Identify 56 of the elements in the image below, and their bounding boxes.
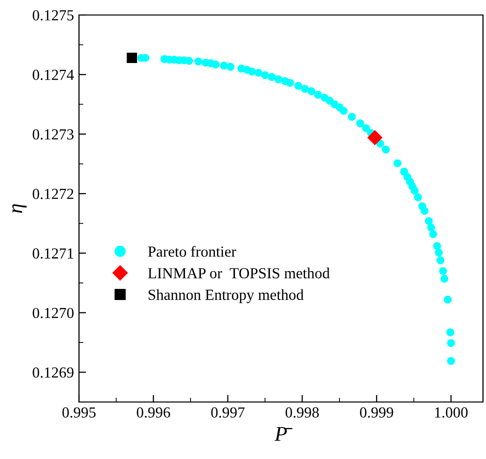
- point: [185, 56, 194, 65]
- point: [348, 112, 356, 121]
- point: [254, 68, 262, 77]
- point: [274, 75, 282, 84]
- point: [308, 87, 316, 96]
- point: [434, 248, 443, 256]
- point: [194, 58, 202, 66]
- point: [300, 84, 309, 93]
- point: [220, 62, 228, 70]
- x-tick-label: 0.995: [62, 407, 96, 418]
- point: [367, 130, 382, 146]
- point: [356, 119, 364, 128]
- point: [410, 186, 419, 195]
- point: [362, 124, 370, 132]
- y-tick-label: 0.1269: [32, 367, 74, 378]
- point: [394, 159, 402, 168]
- x-tick-label: 0.998: [286, 407, 319, 418]
- point: [340, 106, 348, 115]
- point: [439, 267, 447, 275]
- x-tick-label: 0.996: [136, 407, 170, 418]
- point: [126, 52, 138, 64]
- legend-label: LINMAP or TOPSIS method: [148, 268, 330, 278]
- legend-label: Shannon Entropy method: [148, 289, 304, 304]
- x-tick-label: 0.999: [360, 407, 394, 418]
- x-tick-label: 0.997: [211, 407, 245, 418]
- point: [261, 71, 270, 80]
- y-tick-label: 0.1271: [32, 248, 74, 259]
- point: [436, 256, 444, 264]
- point: [248, 68, 256, 76]
- point: [212, 60, 220, 68]
- x-axis-title: P̄: [274, 427, 292, 441]
- point: [446, 328, 454, 336]
- point: [294, 82, 302, 90]
- point: [429, 230, 438, 238]
- point: [447, 339, 455, 347]
- point: [427, 224, 436, 232]
- point: [268, 72, 276, 81]
- y-tick-label: 0.1273: [32, 129, 74, 140]
- point: [314, 90, 322, 99]
- x-tick-label: 1.000: [435, 407, 468, 418]
- point: [447, 356, 455, 365]
- point: [424, 217, 433, 225]
- y-tick-label: 0.1275: [32, 10, 74, 21]
- y-tick-label: 0.1274: [32, 70, 74, 80]
- legend-label: Pareto frontier: [148, 246, 236, 257]
- point: [433, 242, 442, 250]
- point: [414, 193, 422, 202]
- point: [420, 206, 428, 215]
- point: [444, 296, 452, 304]
- point: [440, 274, 448, 283]
- point: [286, 78, 294, 87]
- y-axis-title: η: [12, 204, 27, 213]
- point: [226, 62, 234, 71]
- point: [382, 146, 390, 154]
- y-tick-label: 0.1270: [32, 308, 74, 318]
- y-tick-label: 0.1272: [32, 188, 74, 200]
